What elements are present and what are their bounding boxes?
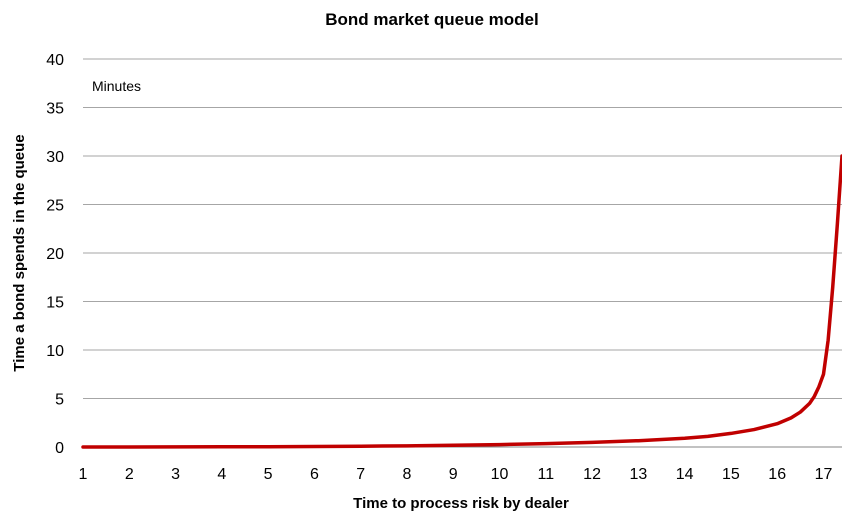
y-tick-label: 5: [55, 392, 64, 409]
x-tick-label: 15: [722, 466, 740, 483]
y-tick-labels: 0 5 10 15 20 25 30 35 40: [46, 52, 64, 457]
y-axis-title: Time a bond spends in the queue: [11, 134, 28, 371]
grid-layer: [83, 58, 842, 448]
x-tick-labels: 1 2 3 4 5 6 7 8 9 10 11 12 13 14 15 16 17: [79, 466, 833, 483]
x-tick-label: 17: [815, 466, 833, 483]
x-tick-label: 1: [79, 466, 88, 483]
y-tick-label: 0: [55, 440, 64, 457]
y-tick-label: 40: [46, 52, 64, 69]
x-tick-label: 12: [583, 466, 601, 483]
x-axis-title: Time to process risk by dealer: [353, 495, 569, 512]
x-tick-label: 10: [491, 466, 509, 483]
x-tick-label: 11: [538, 466, 555, 483]
x-tick-label: 5: [264, 466, 273, 483]
x-tick-label: 4: [217, 466, 226, 483]
y-tick-label: 35: [46, 101, 64, 118]
x-tick-label: 2: [125, 466, 134, 483]
x-tick-label: 3: [171, 466, 180, 483]
chart-title: Bond market queue model: [325, 10, 538, 29]
x-tick-label: 6: [310, 466, 319, 483]
x-tick-label: 13: [629, 466, 647, 483]
x-tick-label: 14: [676, 466, 694, 483]
x-tick-label: 7: [356, 466, 365, 483]
unit-annotation: Minutes: [92, 78, 141, 94]
x-tick-label: 9: [449, 466, 458, 483]
series-line-0: [81, 154, 842, 449]
y-tick-label: 10: [46, 343, 64, 360]
y-tick-label: 20: [46, 246, 64, 263]
y-tick-label: 30: [46, 149, 64, 166]
y-tick-label: 25: [46, 198, 64, 215]
y-tick-label: 15: [46, 295, 64, 312]
x-tick-label: 8: [403, 466, 412, 483]
x-tick-label: 16: [768, 466, 786, 483]
series-layer: [81, 154, 842, 449]
